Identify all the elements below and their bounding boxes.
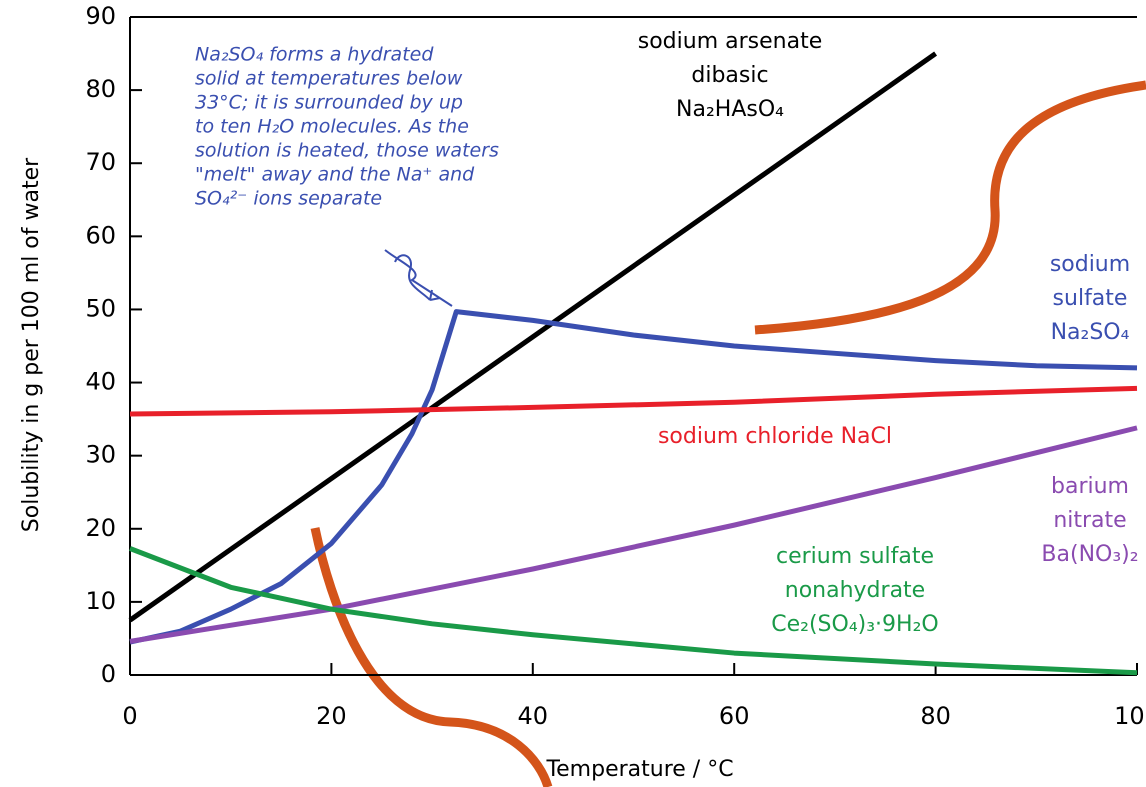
y-tick-label: 70	[85, 148, 116, 176]
series-line	[130, 312, 1137, 642]
x-tick-label: 100	[1114, 702, 1146, 730]
y-tick-label: 90	[85, 2, 116, 30]
y-tick-label: 60	[85, 221, 116, 249]
series-label: sulfate	[1053, 286, 1128, 311]
annotation-text: "melt" away and the Na⁺ and	[195, 164, 475, 186]
y-tick-label: 80	[85, 75, 116, 103]
annotation-pointer	[385, 250, 452, 306]
x-tick-label: 80	[920, 702, 951, 730]
annotation-text: Na₂SO₄ forms a hydrated	[195, 44, 434, 66]
annotation-text: solution is heated, those waters	[195, 140, 499, 162]
annotation-text: to ten H₂O molecules. As the	[195, 116, 469, 138]
series-label: barium	[1051, 474, 1129, 499]
chart: Temperature / °C Solubility in g per 100…	[0, 0, 1146, 787]
series-label: Na₂HAsO₄	[676, 97, 784, 122]
annotation-text: SO₄²⁻ ions separate	[195, 188, 382, 210]
series-label: Ce₂(SO₄)₃·9H₂O	[771, 612, 938, 637]
x-axis-label: Temperature / °C	[545, 757, 733, 782]
series-label: nonahydrate	[785, 578, 925, 603]
annotation-text: 33°C; it is surrounded by up	[195, 92, 463, 114]
x-tick-label: 20	[316, 702, 347, 730]
annotation-text: solid at temperatures below	[195, 68, 463, 90]
series-line	[130, 388, 1137, 414]
x-tick-label: 0	[122, 702, 137, 730]
y-tick-label: 30	[85, 441, 116, 469]
series-label: Na₂SO₄	[1051, 320, 1130, 345]
series-label: dibasic	[691, 63, 768, 88]
series-label: nitrate	[1053, 508, 1126, 533]
series-label: sodium	[1050, 252, 1130, 277]
x-tick-label: 40	[518, 702, 549, 730]
y-tick-label: 50	[85, 294, 116, 322]
y-tick-label: 40	[85, 368, 116, 396]
series-label: cerium sulfate	[776, 544, 934, 569]
y-tick-label: 0	[101, 660, 116, 688]
series-label: sodium arsenate	[638, 29, 822, 54]
y-tick-label: 20	[85, 514, 116, 542]
y-axis-label: Solubility in g per 100 ml of water	[19, 157, 44, 532]
y-tick-label: 10	[85, 587, 116, 615]
series-line	[130, 549, 1137, 673]
x-tick-label: 60	[719, 702, 750, 730]
series-line	[130, 428, 1137, 641]
decor-curve	[315, 528, 548, 787]
series-label: sodium chloride NaCl	[658, 424, 892, 449]
series-label: Ba(NO₃)₂	[1041, 542, 1138, 567]
